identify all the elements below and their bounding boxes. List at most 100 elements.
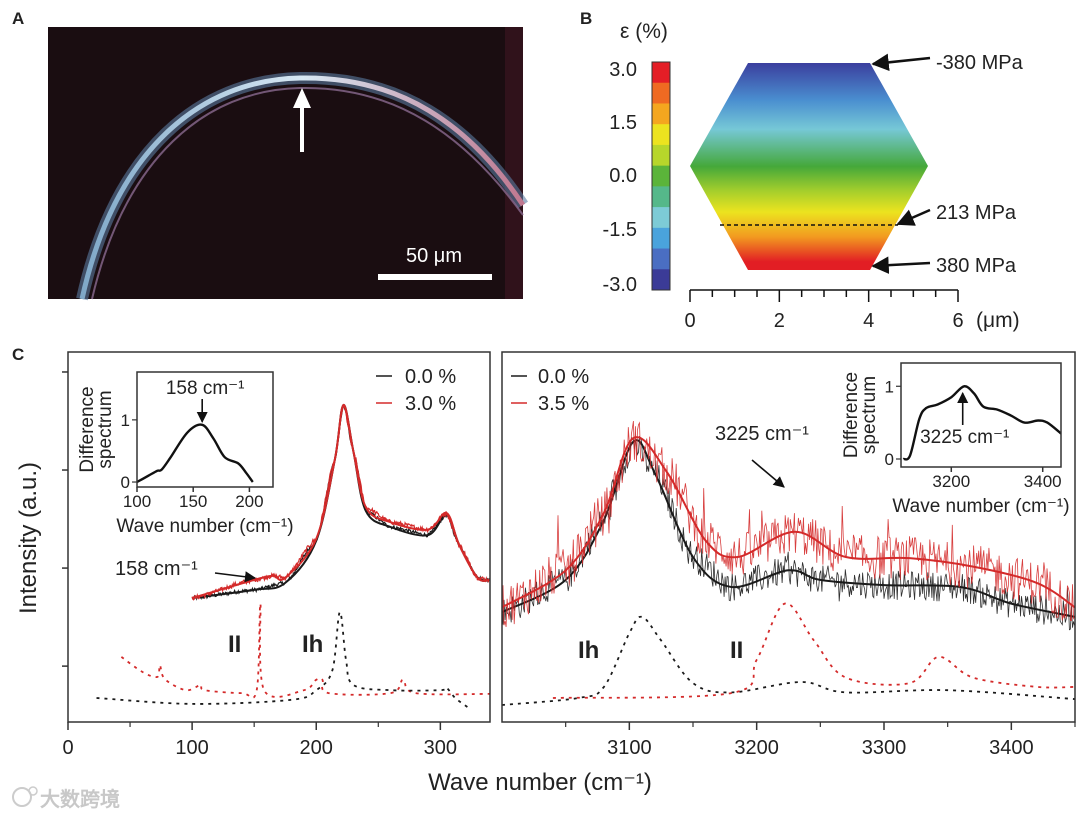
colorbar-cell: [652, 248, 670, 270]
colorbar-tick-label: 1.5: [609, 112, 637, 134]
colorbar-cell: [652, 62, 670, 84]
x-tick-label: 200: [300, 737, 333, 759]
micrograph-edge: [505, 27, 523, 299]
series-difference-line: [902, 385, 1061, 461]
colorbar-frame: [651, 61, 671, 291]
series-ih-reference-dashed-line: [96, 611, 469, 708]
series-group: [502, 420, 1075, 706]
y-tick-label: 0: [121, 473, 130, 492]
inset-frame: [900, 362, 1062, 468]
colorbar-cell: [652, 165, 670, 187]
plot-frame: [501, 351, 1076, 723]
y-tick-label: 0: [885, 450, 894, 469]
series-3-5-smooth-line: [502, 436, 1075, 609]
peak-annotation: 158 cm⁻¹: [115, 558, 198, 580]
arrow-top: [871, 53, 931, 72]
x-tick-label: 0: [684, 310, 695, 332]
x-tick-label: 6: [952, 310, 963, 332]
series-group: [902, 385, 1061, 461]
colorbar-tick-label: 3.0: [609, 59, 637, 81]
x-tick-label: 2: [774, 310, 785, 332]
colorbar-cell: [652, 124, 670, 146]
inset-frame: [136, 371, 274, 488]
colorbar-cell: [652, 103, 670, 125]
panel-label-a: A: [12, 9, 24, 28]
watermark-logo-icon: [12, 786, 38, 807]
series-ii-reference-dashed-line: [552, 602, 1075, 699]
colorbar-title: ε (%): [620, 20, 668, 43]
colorbar-tick-label: -3.0: [603, 274, 637, 296]
y-axis-label: Intensity (a.u.): [15, 462, 42, 614]
series-3-5-raw-line: [502, 420, 1075, 627]
legend-label: 0.0 %: [538, 366, 589, 388]
panel-b-x-axis: 0 2 4 6: [684, 289, 964, 332]
colorbar-tick-label: -1.5: [603, 219, 637, 241]
y-tick-label: 1: [121, 411, 130, 430]
chart-inset-high: 3200 3400 0 1 Wave number (cm⁻¹) Differencesp…: [841, 362, 1070, 517]
colorbar-cell: [652, 144, 670, 167]
x-tick-label: 3400: [989, 737, 1034, 759]
y-tick-label: 1: [885, 377, 894, 396]
stress-label-top: -380 MPa: [936, 52, 1024, 74]
series-group: [96, 403, 490, 708]
stress-label-bottom: 380 MPa: [936, 255, 1017, 277]
colorbar-cell: [652, 269, 670, 291]
strain-colorbar: 3.0 1.5 0.0 -1.5 -3.0: [603, 59, 671, 296]
hexagon-strain-map: [690, 63, 928, 270]
phase-label-ih: Ih: [302, 631, 323, 658]
x-tick-label: 3200: [932, 472, 970, 491]
x-tick-label: 300: [424, 737, 457, 759]
arrow-dashed: [896, 208, 931, 226]
legend-label: 0.0 %: [405, 366, 456, 388]
scale-bar: [378, 274, 492, 280]
x-tick-label: 100: [175, 737, 208, 759]
colorbar-cell: [652, 82, 670, 104]
inset-y-axis-label: Difference: [77, 386, 98, 472]
annotation-arrow: [214, 571, 257, 583]
nanowire-arc: [79, 75, 526, 300]
colorbar-cell: [652, 227, 670, 250]
series-ii-reference-dashed-line: [120, 602, 490, 699]
peak-annotation: 3225 cm⁻¹: [715, 423, 809, 445]
annotation-arrow: [751, 459, 785, 488]
inset-y-axis-label: spectrum: [95, 390, 116, 468]
colorbar-cell: [652, 186, 670, 208]
chart-raman-high: 3100 3200 3300 3400 0.0 % 3.5 % 3225 cm⁻¹ Ih II: [501, 351, 1076, 759]
stress-label-dashed: 213 MPa: [936, 202, 1017, 224]
inset-x-axis-label: Wave number (cm⁻¹): [892, 496, 1069, 517]
micrograph-background: [48, 27, 523, 299]
inset-background: [901, 363, 1061, 467]
panel-a-micrograph: 50 μm: [48, 27, 529, 301]
phase-label-ii: II: [228, 631, 241, 658]
inset-x-axis-label: Wave number (cm⁻¹): [116, 516, 293, 537]
x-axis-label: Wave number (cm⁻¹): [428, 769, 652, 796]
series-ih-reference-dashed-line: [502, 615, 1075, 706]
phase-label-ih: Ih: [578, 637, 599, 664]
colorbar-cell: [652, 207, 670, 229]
plot-frame: [67, 351, 491, 723]
inset-background: [137, 372, 273, 487]
x-unit-label: (μm): [976, 309, 1020, 332]
arrow-bottom: [871, 256, 931, 274]
x-tick-label: 100: [123, 492, 151, 511]
scale-bar-label: 50 μm: [406, 245, 462, 267]
peak-annotation: 158 cm⁻¹: [166, 378, 245, 399]
x-tick-label: 3100: [607, 737, 652, 759]
series-group: [137, 423, 254, 484]
panel-label-c: C: [12, 345, 24, 364]
phase-label-ii: II: [730, 637, 743, 664]
x-tick-label: 4: [863, 310, 874, 332]
inset-y-axis-label: spectrum: [859, 376, 880, 454]
inset-y-axis-label: Difference: [841, 372, 862, 458]
peak-annotation: 3225 cm⁻¹: [920, 427, 1009, 448]
series-3-0-smooth-line: [191, 403, 490, 599]
chart-inset-low: 100 150 200 0 1 Wave number (cm⁻¹) Differences…: [77, 371, 294, 537]
x-tick-label: 3400: [1024, 472, 1062, 491]
arrow-up-icon: [293, 88, 311, 108]
nanowire-arc-inner: [91, 86, 524, 300]
x-tick-label: 3200: [734, 737, 779, 759]
